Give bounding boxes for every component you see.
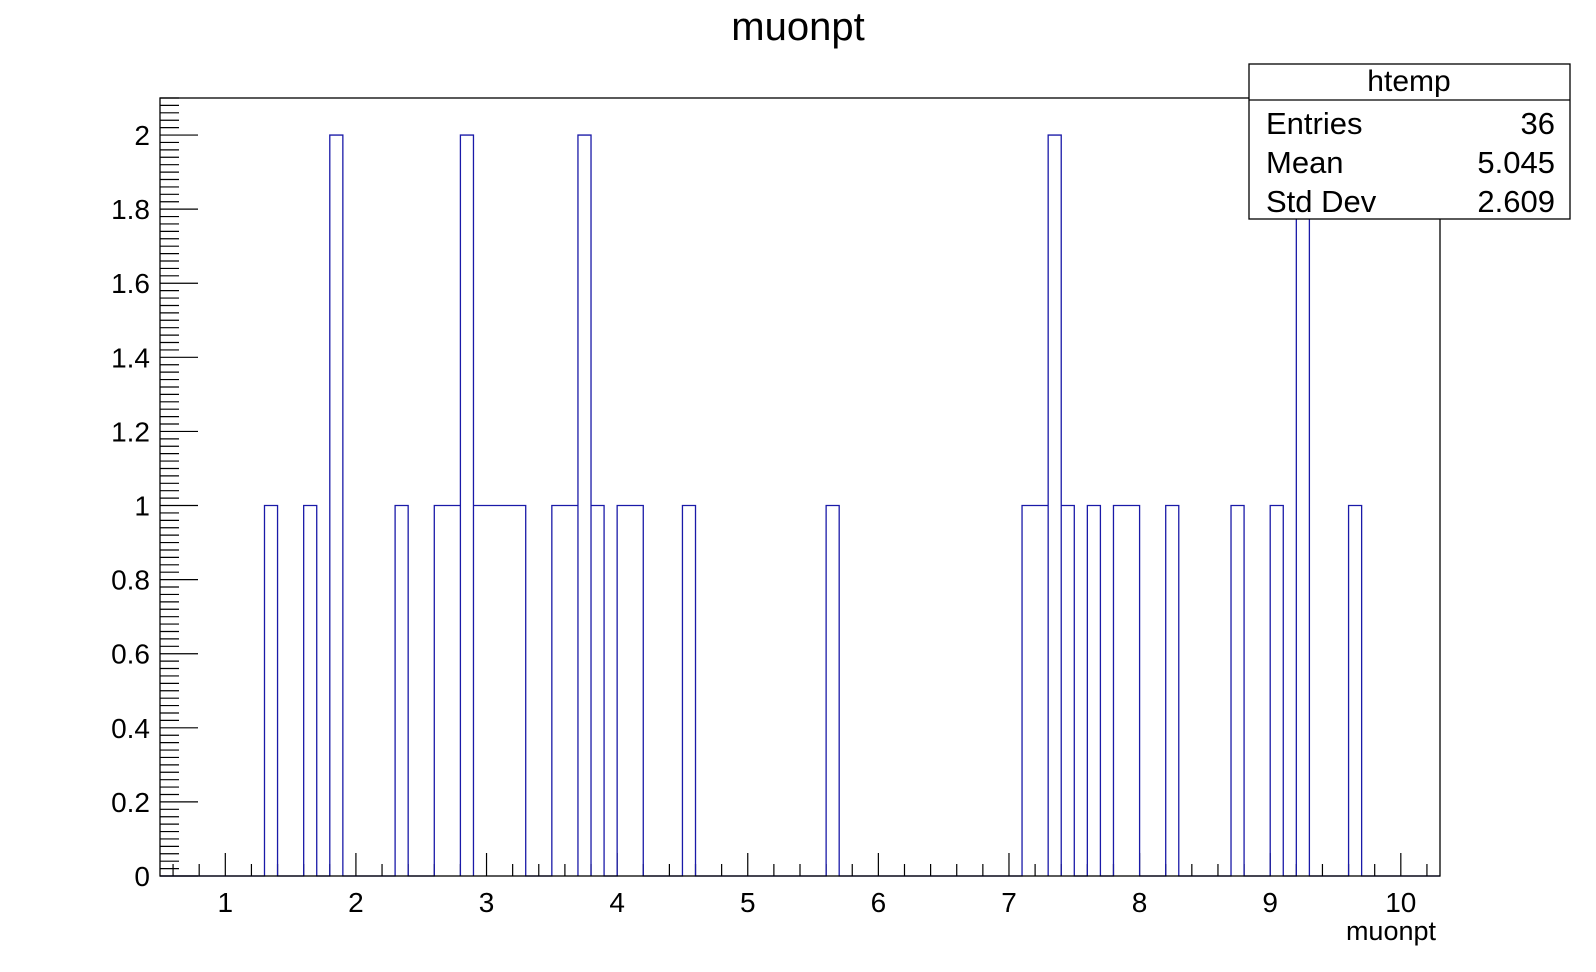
y-tick-label: 1.6 bbox=[111, 268, 150, 299]
y-tick-label: 1 bbox=[134, 491, 150, 522]
y-tick-label: 2 bbox=[134, 120, 150, 151]
y-tick-label: 0.4 bbox=[111, 713, 150, 744]
stats-stddev-label: Std Dev bbox=[1266, 184, 1377, 219]
x-axis-label: muonpt bbox=[1346, 916, 1437, 946]
x-tick-label: 9 bbox=[1262, 887, 1278, 918]
y-tick-label: 0 bbox=[134, 861, 150, 892]
x-tick-label: 7 bbox=[1001, 887, 1017, 918]
stats-box-title: htemp bbox=[1367, 65, 1450, 98]
stats-box-frame bbox=[1248, 63, 1571, 220]
y-tick-label: 0.6 bbox=[111, 639, 150, 670]
x-tick-label: 4 bbox=[609, 887, 625, 918]
histogram-outline bbox=[160, 134, 1440, 877]
x-tick-label: 5 bbox=[740, 887, 756, 918]
x-tick-label: 3 bbox=[479, 887, 495, 918]
y-tick-label: 1.4 bbox=[111, 342, 150, 373]
x-tick-label: 6 bbox=[871, 887, 887, 918]
y-tick-label: 0.2 bbox=[111, 787, 150, 818]
y-tick-labels: 0 0.2 0.4 0.6 0.8 1 1.2 1.4 1.6 1.8 2 bbox=[111, 120, 150, 892]
stats-mean-label: Mean bbox=[1266, 145, 1344, 180]
stats-stddev-value: 2.609 bbox=[1477, 184, 1555, 219]
stats-box: htemp Entries 36 Mean 5.045 Std Dev 2.60… bbox=[1248, 63, 1571, 220]
stats-entries-value: 36 bbox=[1521, 106, 1555, 141]
x-tick-label: 2 bbox=[348, 887, 364, 918]
x-tick-label: 1 bbox=[218, 887, 234, 918]
chart-title: muonpt bbox=[731, 5, 864, 49]
stats-mean-value: 5.045 bbox=[1477, 145, 1555, 180]
stats-entries-label: Entries bbox=[1266, 106, 1362, 141]
x-tick-labels: 1 2 3 4 5 6 7 8 9 10 bbox=[218, 887, 1417, 918]
y-tick-label: 0.8 bbox=[111, 565, 150, 596]
y-axis-ticks bbox=[160, 97, 198, 877]
x-tick-label: 8 bbox=[1132, 887, 1148, 918]
x-tick-label: 10 bbox=[1385, 887, 1416, 918]
x-axis-ticks bbox=[172, 853, 1428, 876]
plot-frame bbox=[159, 97, 1441, 877]
y-tick-label: 1.2 bbox=[111, 416, 150, 447]
y-tick-label: 1.8 bbox=[111, 194, 150, 225]
